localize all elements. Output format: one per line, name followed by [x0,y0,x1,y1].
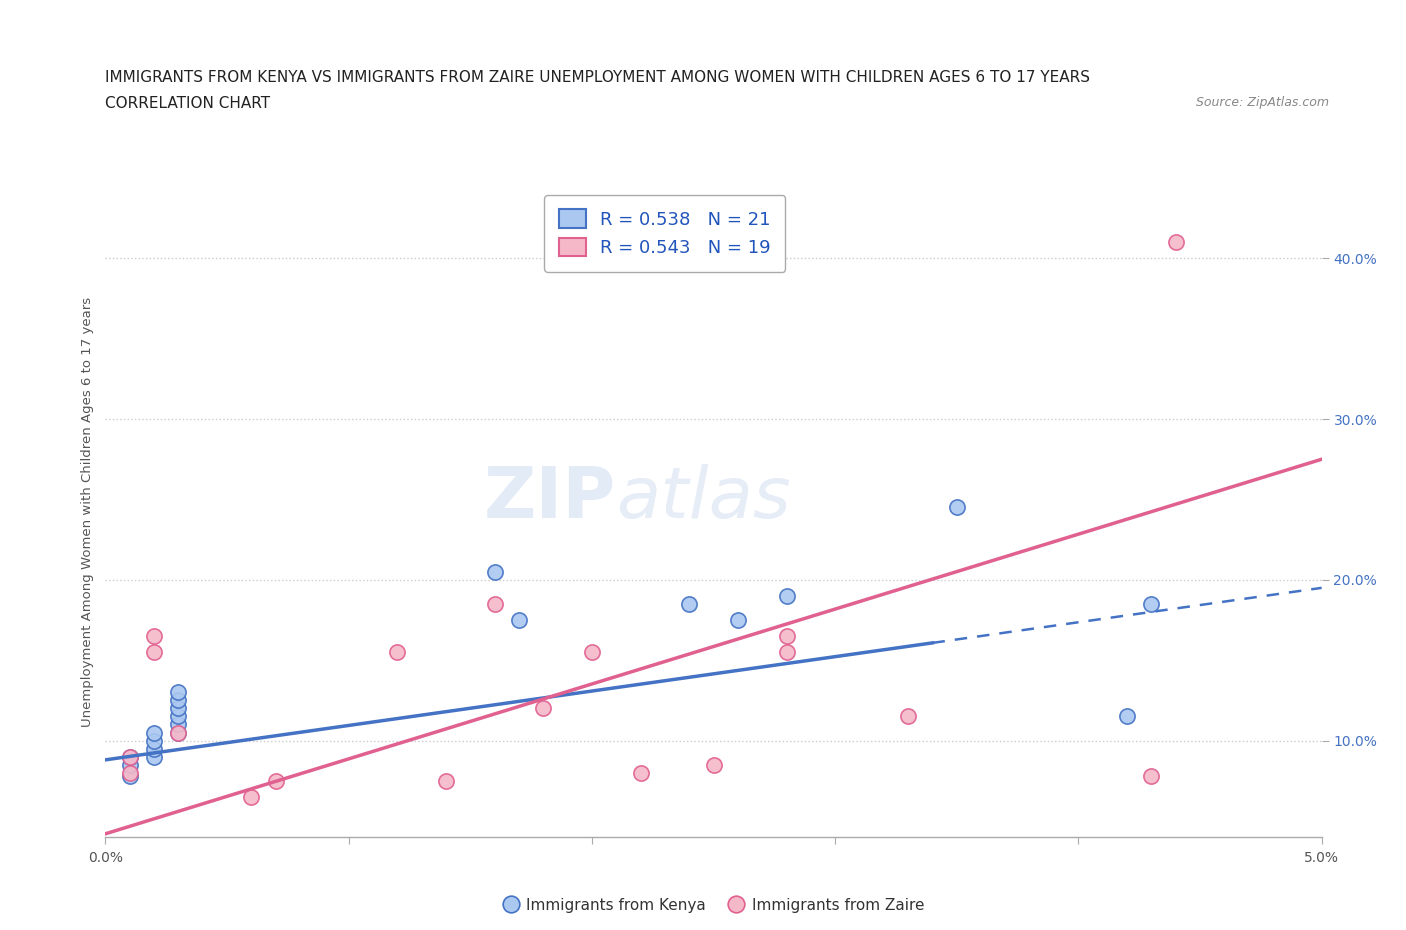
Point [167,693,190,708]
Point [775,629,797,644]
Point [167,725,190,740]
Point [727,613,749,628]
Point [143,733,166,748]
Point [143,741,166,756]
Point [434,774,457,789]
Point [1116,709,1139,724]
Point [167,725,190,740]
Point [167,684,190,699]
Point [143,725,166,740]
Point [143,750,166,764]
Point [118,757,141,772]
Point [630,765,652,780]
Point [264,774,287,789]
Text: CORRELATION CHART: CORRELATION CHART [105,96,270,111]
Point [1164,234,1187,249]
Point [897,709,920,724]
Point [775,589,797,604]
Text: Source: ZipAtlas.com: Source: ZipAtlas.com [1195,96,1329,109]
Point [531,701,554,716]
Point [775,644,797,659]
Point [1140,768,1163,783]
Point [702,757,725,772]
Point [118,768,141,783]
Point [678,596,700,611]
Text: ZIP: ZIP [484,464,616,533]
Point [167,717,190,732]
Text: IMMIGRANTS FROM KENYA VS IMMIGRANTS FROM ZAIRE UNEMPLOYMENT AMONG WOMEN WITH CHI: IMMIGRANTS FROM KENYA VS IMMIGRANTS FROM… [105,70,1091,85]
Point [167,701,190,716]
Legend: Immigrants from Kenya, Immigrants from Zaire: Immigrants from Kenya, Immigrants from Z… [495,890,932,921]
Point [118,750,141,764]
Point [240,790,263,804]
Point [118,765,141,780]
Point [143,644,166,659]
Point [581,644,603,659]
Point [167,709,190,724]
Point [387,644,409,659]
Text: atlas: atlas [616,464,790,533]
Point [484,565,506,579]
Y-axis label: Unemployment Among Women with Children Ages 6 to 17 years: Unemployment Among Women with Children A… [82,297,94,726]
Point [143,629,166,644]
Point [508,613,530,628]
Point [118,750,141,764]
Point [1140,596,1163,611]
Point [484,596,506,611]
Point [945,500,967,515]
